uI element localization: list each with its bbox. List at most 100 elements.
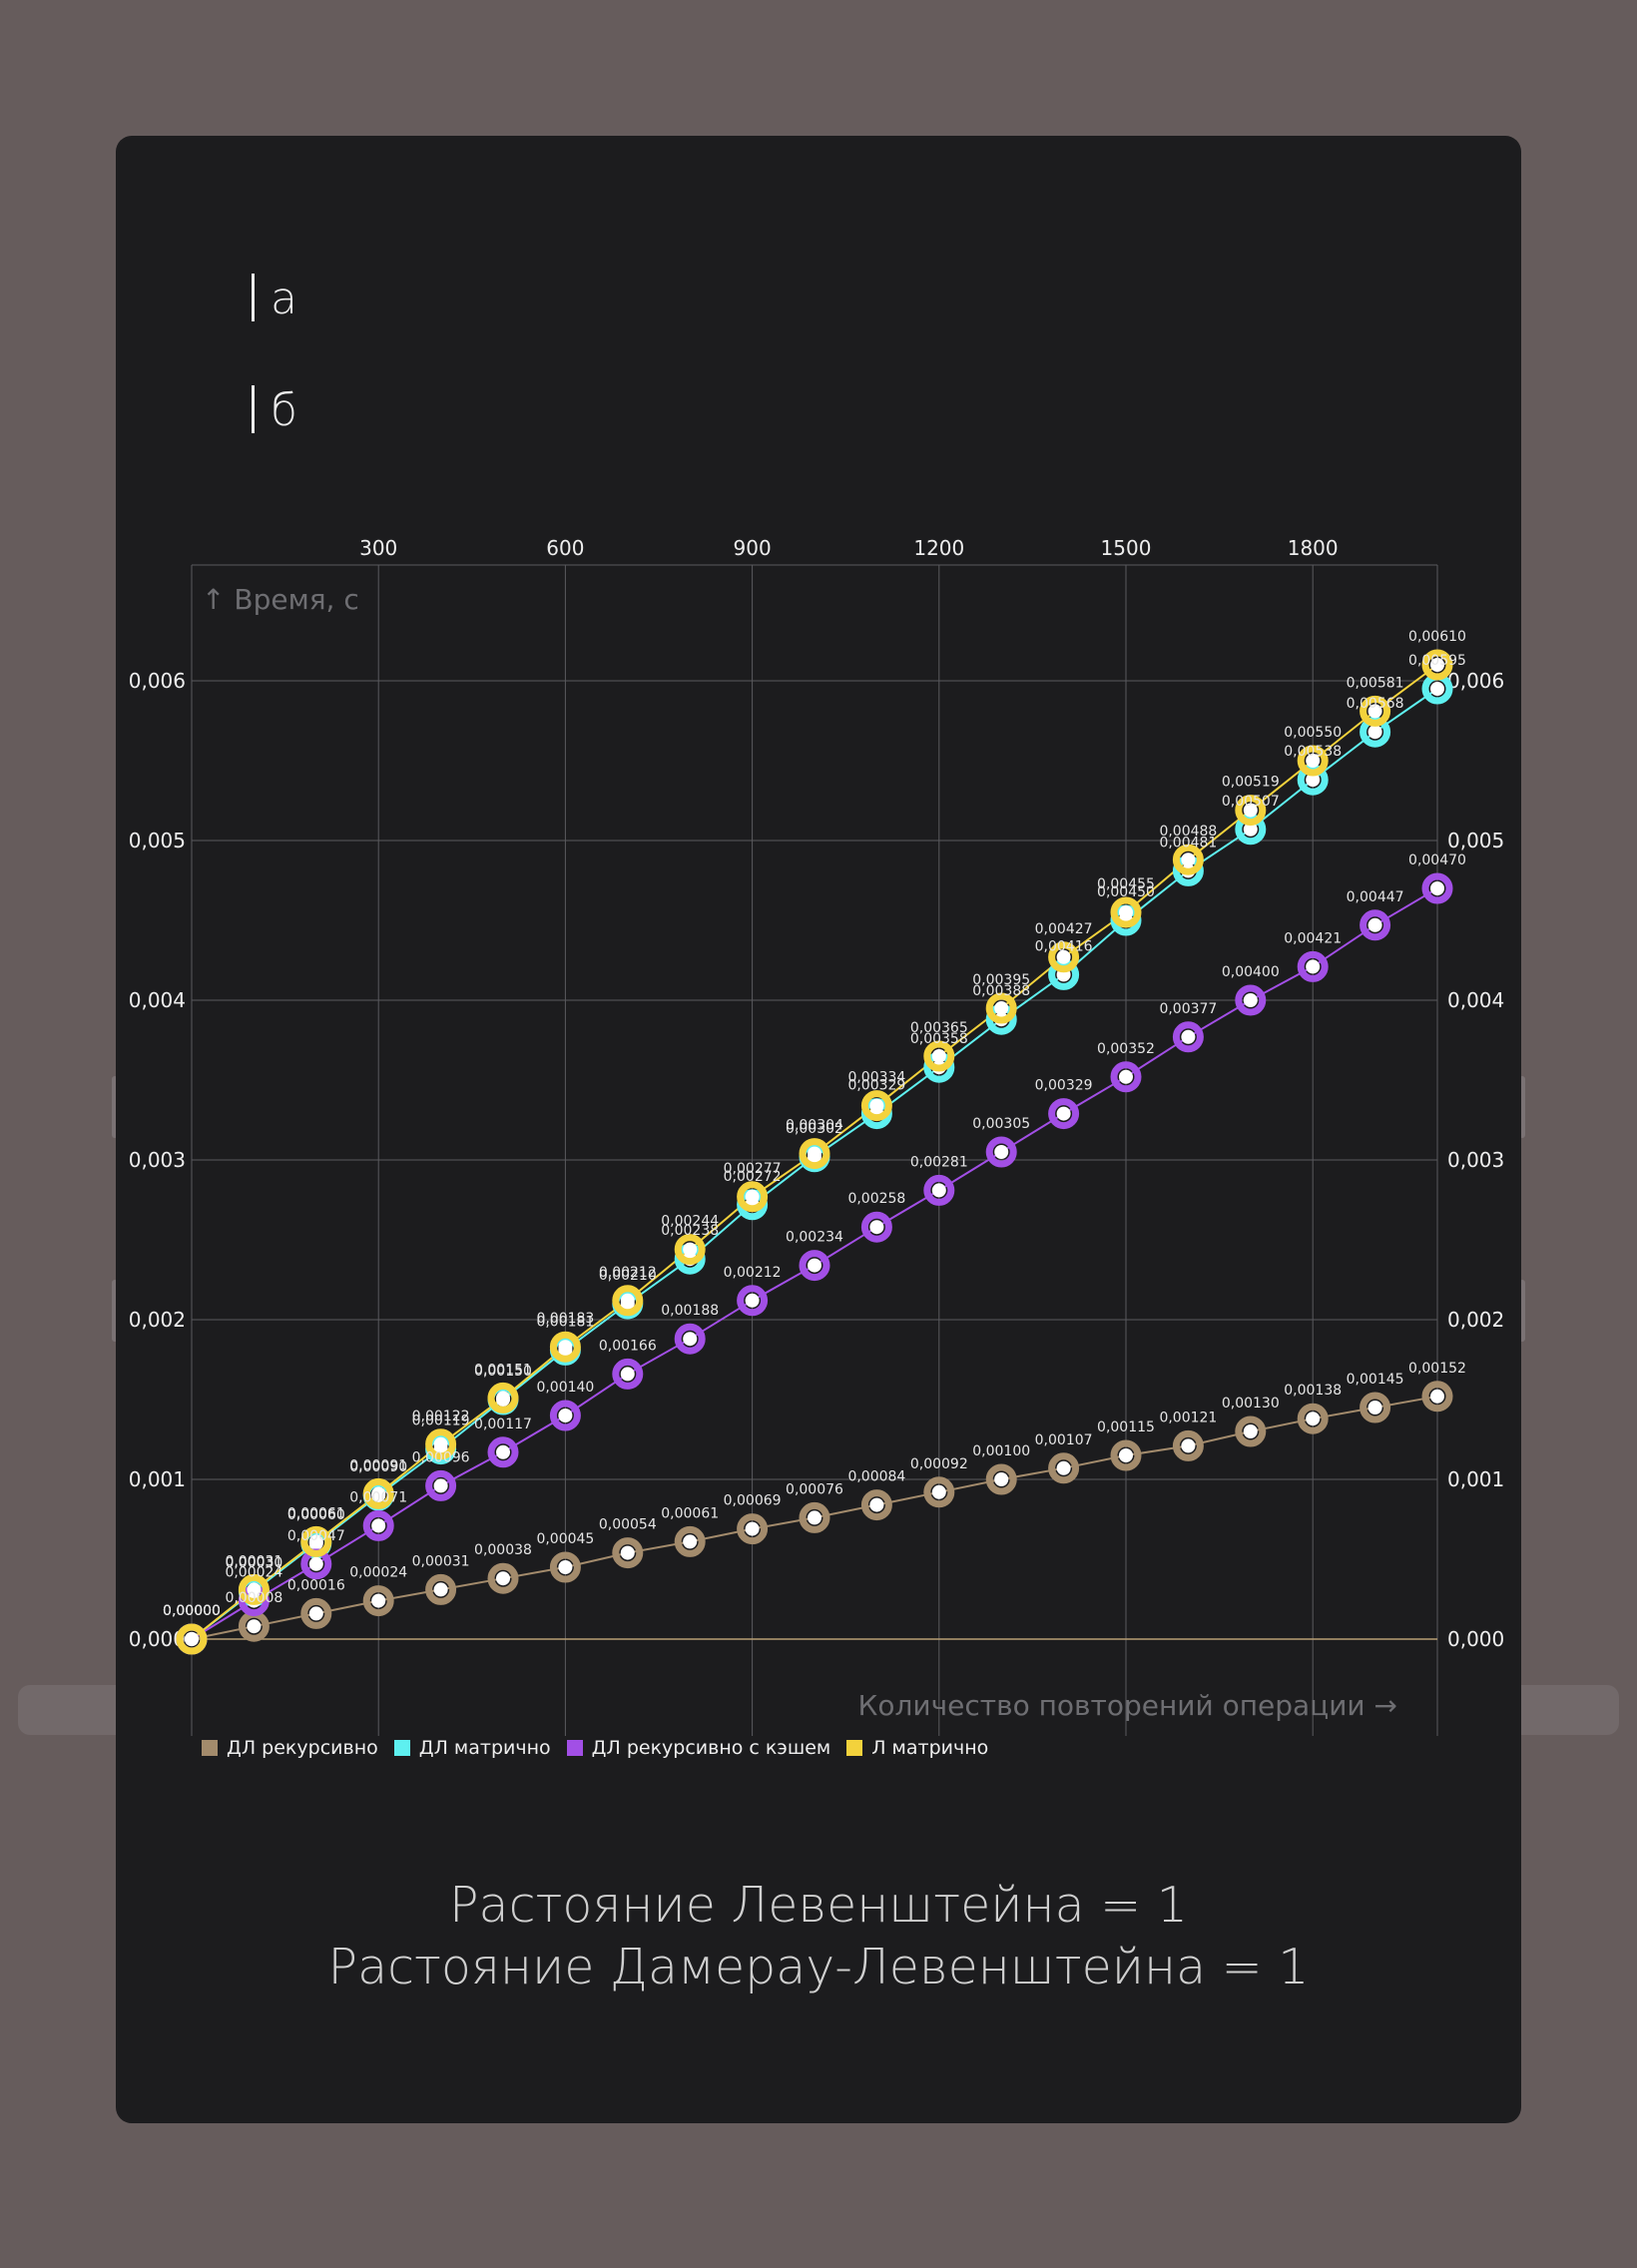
legend-item[interactable]: ДЛ рекурсивно — [202, 1737, 378, 1759]
data-label: 0,00045 — [536, 1531, 594, 1547]
data-label: 0,00305 — [972, 1116, 1030, 1132]
data-label: 0,00031 — [225, 1553, 282, 1569]
y-tick-label-right: 0,005 — [1447, 829, 1504, 852]
data-label: 0,00061 — [661, 1505, 719, 1521]
data-point-center — [1181, 852, 1196, 867]
line-chart: 300 600 900 1200 1500 1800 0,000 0,000 0,001 0,00… — [129, 536, 1504, 1736]
data-point — [300, 1597, 332, 1629]
data-label: 0,00416 — [1035, 938, 1093, 954]
data-label: 0,00071 — [349, 1489, 407, 1505]
data-point — [612, 1285, 644, 1317]
data-label: 0,00210 — [599, 1268, 657, 1284]
data-label: 0,00258 — [847, 1191, 905, 1207]
data-point — [923, 1476, 955, 1508]
data-label: 0,00145 — [1347, 1372, 1404, 1388]
data-label: 0,00488 — [1159, 824, 1217, 840]
data-label: 0,00568 — [1347, 696, 1404, 712]
data-label: 0,00024 — [225, 1565, 282, 1581]
data-point — [799, 1501, 830, 1533]
data-point — [362, 1477, 394, 1509]
data-point-center — [1306, 754, 1321, 768]
data-point — [860, 1211, 892, 1243]
data-label: 0,00481 — [1159, 835, 1217, 850]
chart-title-line-1: Растояние Левенштейна = 1 — [449, 1877, 1188, 1934]
data-point-center — [1306, 773, 1321, 788]
data-point-center — [433, 1436, 448, 1451]
data-point-center — [683, 1534, 698, 1549]
y-tick-label-left: 0,003 — [129, 1148, 186, 1172]
data-label: 0,00008 — [225, 1590, 282, 1606]
data-point-center — [371, 1593, 386, 1608]
data-point — [1297, 1403, 1329, 1434]
data-point-center — [496, 1444, 510, 1459]
data-point-center — [1367, 704, 1382, 719]
option-b[interactable]: б — [252, 385, 297, 437]
data-point — [549, 1331, 581, 1363]
data-label: 0,00122 — [412, 1409, 470, 1424]
data-point-center — [1181, 1438, 1196, 1453]
data-point-center — [1119, 1069, 1133, 1084]
legend-label: Л матрично — [871, 1737, 989, 1759]
data-point-center — [931, 1183, 946, 1198]
data-point-center — [1367, 917, 1382, 932]
data-point — [1297, 764, 1329, 796]
data-label: 0,00455 — [1097, 876, 1155, 892]
data-label: 0,00395 — [972, 972, 1030, 988]
data-point-center — [1243, 822, 1258, 837]
data-point-center — [1243, 1424, 1258, 1438]
data-label: 0,00000 — [163, 1603, 221, 1619]
data-point-center — [433, 1478, 448, 1493]
data-label: 0,00117 — [474, 1417, 532, 1432]
data-label: 0,00427 — [1035, 921, 1093, 937]
data-point-center — [1306, 1412, 1321, 1426]
data-label: 0,00595 — [1408, 653, 1466, 669]
data-point — [985, 1463, 1017, 1495]
legend-item[interactable]: Л матрично — [846, 1737, 988, 1759]
option-a[interactable]: а — [252, 274, 297, 325]
data-label: 0,00281 — [910, 1154, 968, 1170]
data-label: 0,00244 — [661, 1214, 719, 1230]
data-point — [799, 1250, 830, 1282]
option-b-label: б — [271, 385, 297, 436]
data-point — [1360, 909, 1391, 941]
legend-label: ДЛ рекурсивно с кэшем — [591, 1737, 831, 1759]
data-label: 0,00090 — [349, 1459, 407, 1475]
data-label: 0,00358 — [910, 1031, 968, 1047]
data-point-center — [558, 1560, 573, 1574]
legend-swatch — [566, 1740, 583, 1756]
data-label: 0,00076 — [786, 1481, 843, 1497]
data-point — [1048, 1452, 1080, 1484]
data-point-center — [1430, 658, 1444, 672]
series-points — [176, 649, 1453, 1655]
data-label: 0,00130 — [1222, 1396, 1280, 1412]
left-side-tab-2 — [112, 1280, 118, 1342]
y-tick-label-left: 0,002 — [129, 1308, 186, 1332]
grid-layer — [191, 564, 1438, 1736]
legend-item[interactable]: ДЛ матрично — [393, 1737, 551, 1759]
data-label: 0,00538 — [1284, 744, 1342, 760]
data-point — [1235, 1416, 1267, 1447]
data-label: 0,00334 — [847, 1070, 905, 1086]
data-label: 0,00181 — [536, 1314, 594, 1330]
y-tick-label-right: 0,003 — [1447, 1148, 1504, 1172]
data-point-center — [1056, 949, 1071, 964]
data-point — [1235, 814, 1267, 846]
data-point — [1421, 872, 1453, 904]
data-point — [1235, 795, 1267, 827]
data-label: 0,00000 — [163, 1603, 221, 1619]
data-label: 0,00061 — [287, 1505, 345, 1521]
legend-item[interactable]: ДЛ рекурсивно с кэшем — [566, 1737, 831, 1759]
x-tick-label: 900 — [734, 536, 772, 560]
data-label: 0,00100 — [972, 1443, 1030, 1459]
data-point-center — [1367, 725, 1382, 740]
data-point — [425, 1469, 457, 1501]
data-point-center — [1119, 905, 1133, 919]
data-point — [425, 1573, 457, 1605]
data-point-center — [1430, 881, 1444, 895]
data-label: 0,00329 — [847, 1078, 905, 1094]
data-point — [362, 1585, 394, 1617]
legend-swatch — [846, 1740, 863, 1756]
data-label: 0,00421 — [1284, 930, 1342, 946]
data-point — [1235, 984, 1267, 1016]
data-point-center — [308, 1534, 323, 1549]
